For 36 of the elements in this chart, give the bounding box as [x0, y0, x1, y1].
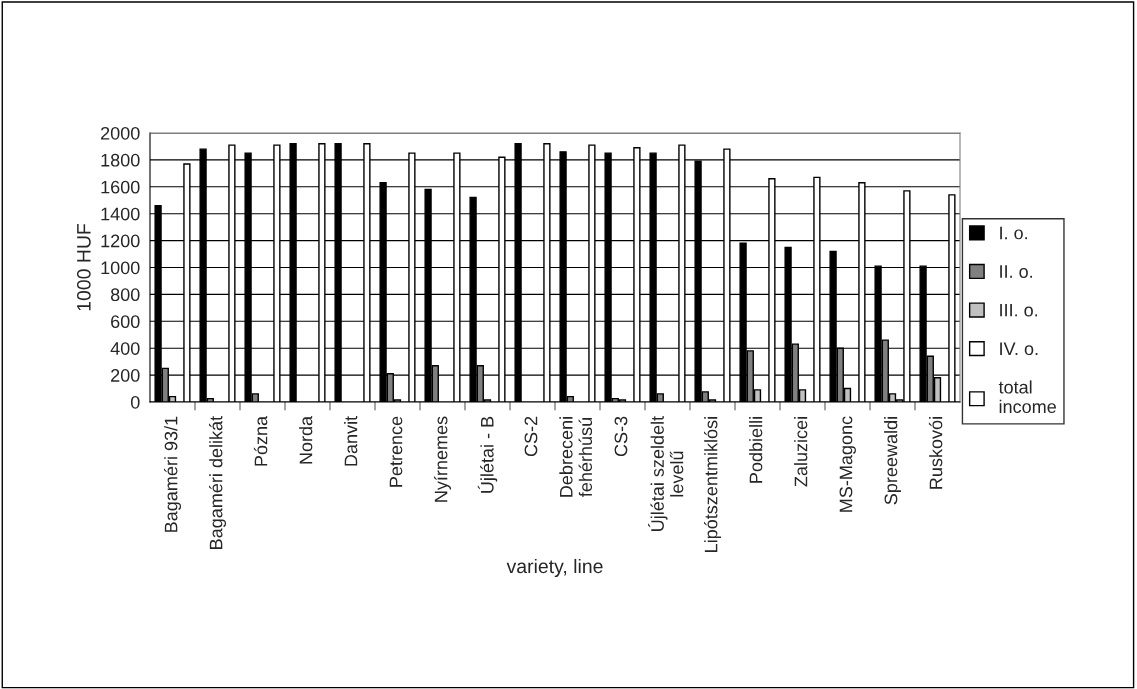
x-tick-label: Podbielli: [749, 417, 763, 483]
x-tick-label: Debreceni fehérhúsú: [559, 417, 593, 497]
x-tick-label: Spreewaldi: [884, 417, 901, 505]
x-tick-label: Lipótszentmiklósi: [703, 417, 722, 552]
x-tick-label: Petrence: [389, 416, 403, 487]
legend-label: II. o.: [1000, 265, 1033, 278]
x-tick-label: MS-Magonc: [839, 416, 856, 512]
y-tick-label: 0: [130, 395, 140, 409]
x-tick-label: Újlétai szeldelt levelű: [648, 416, 684, 531]
x-tick-label: CS-3: [614, 416, 628, 457]
y-tick-label: 400: [110, 342, 140, 355]
x-tick-label: Bagaméri 93/1: [163, 416, 182, 532]
y-tick-label: 1400: [101, 207, 140, 221]
x-tick-label: Ruskovói: [928, 417, 943, 489]
x-axis-title: variety, line: [506, 558, 603, 578]
legend-label: total income: [998, 380, 1056, 414]
x-tick-label: Nyírnemes: [433, 416, 452, 502]
y-axis-title: 1000 HUF: [76, 223, 91, 311]
x-tick-label: CS-2: [524, 416, 538, 457]
legend-label: I. o.: [1000, 226, 1027, 240]
x-tick-label: Danvit: [344, 416, 358, 466]
x-tick-label: Pózna: [253, 415, 268, 466]
y-tick-label: 2000: [101, 126, 140, 140]
y-tick-label: 200: [111, 369, 140, 382]
x-tick-label: Újlétai - B: [477, 416, 498, 493]
legend-label: III. o.: [1000, 303, 1038, 317]
x-tick-label: Norda: [299, 415, 313, 464]
x-tick-label: Zaluzicei: [794, 417, 808, 487]
y-tick-label: 1000: [101, 261, 140, 275]
y-tick-label: 1200: [101, 234, 140, 248]
x-tick-label: Bagaméri delikát: [208, 416, 227, 549]
y-tick-label: 800: [110, 288, 140, 302]
y-tick-label: 1600: [101, 180, 140, 194]
legend-label: IV. o.: [1000, 342, 1038, 356]
y-tick-label: 600: [111, 315, 140, 329]
y-tick-label: 1800: [101, 153, 140, 167]
